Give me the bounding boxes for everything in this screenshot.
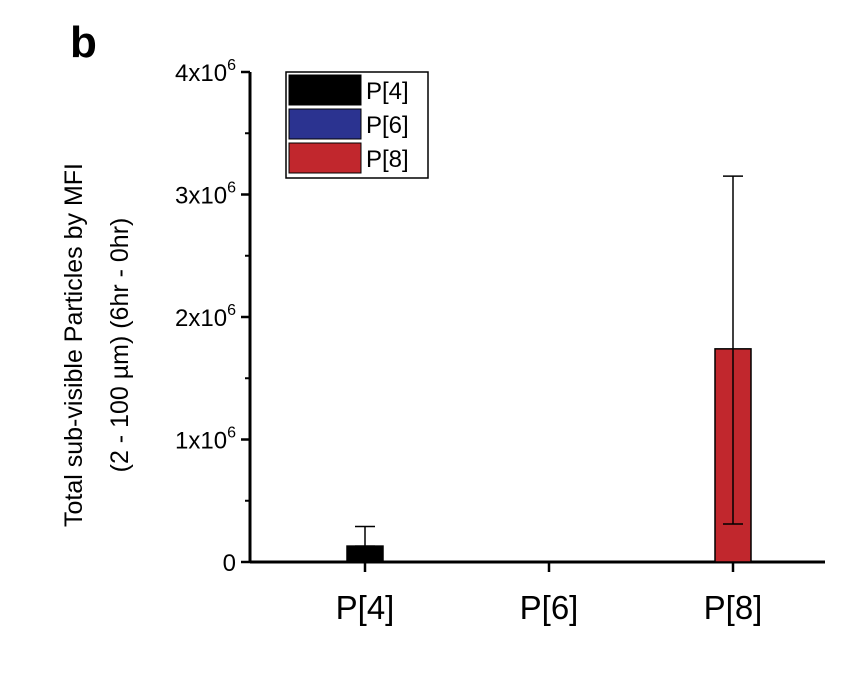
y-tick-label: 4x106 [175, 57, 236, 87]
y-axis-label-line2: (2 - 100 µm) (6hr - 0hr) [106, 218, 134, 473]
x-tick-label: P[8] [704, 589, 763, 626]
y-tick-label: 0 [223, 550, 236, 577]
legend-swatch [288, 142, 362, 174]
y-tick-label: 1x106 [175, 425, 236, 455]
bar [346, 545, 384, 563]
y-tick-label: 3x106 [175, 180, 236, 210]
y-axis-label: Total sub-visible Particles by MFI (2 - … [60, 163, 134, 527]
legend-swatch [288, 74, 362, 106]
legend-label: P[6] [366, 112, 409, 139]
y-tick-label: 2x106 [175, 302, 236, 332]
legend-label: P[8] [366, 146, 409, 173]
y-axis-label-line1: Total sub-visible Particles by MFI [60, 163, 88, 527]
panel-label: b [70, 18, 97, 67]
legend-swatch [288, 108, 362, 140]
x-tick-label: P[4] [336, 589, 395, 626]
legend-label: P[4] [366, 78, 409, 105]
x-tick-label: P[6] [520, 589, 579, 626]
